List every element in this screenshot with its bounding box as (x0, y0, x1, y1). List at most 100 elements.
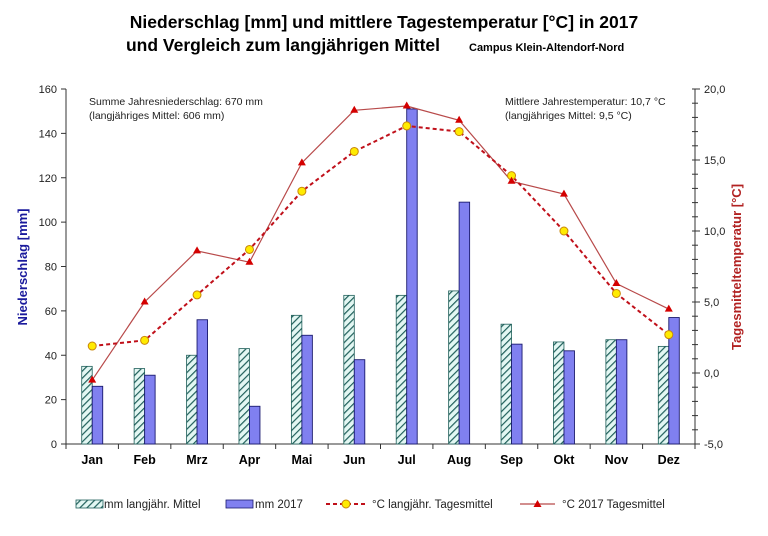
bar-mm-2017 (196, 319, 208, 445)
x-tick-label: Jul (398, 453, 416, 467)
bar-mm-langjaehr (186, 354, 198, 445)
y-tick-label-left: 40 (45, 350, 57, 362)
marker-temp-2017 (297, 158, 306, 166)
x-tick-label: Feb (134, 453, 157, 467)
y-axis-label-right: Tagesmitteltemperatur [°C] (729, 184, 744, 350)
legend: mm langjähr. Mittel mm 2017 °C langjähr.… (75, 499, 665, 511)
legend-label: mm 2017 (255, 499, 303, 511)
legend-item-temp-langjaehr: °C langjähr. Tagesmittel (326, 499, 493, 511)
marker-temp-2017 (350, 105, 359, 113)
x-tick-label: Jan (81, 453, 103, 467)
x-tick-label: Sep (500, 453, 523, 467)
marker-temp-2017 (455, 115, 464, 123)
y-ticks-right: -5,0 0,0 5,0 10,0 15,0 20,0 (692, 84, 725, 451)
chart-subtitle: Campus Klein-Altendorf-Nord (469, 42, 624, 54)
y-tick-label-right: 15,0 (704, 155, 725, 167)
markers (87, 101, 674, 383)
legend-swatch-hatched (75, 499, 104, 509)
marker-temp-langjaehr (611, 288, 621, 298)
y-tick-label-left: 140 (39, 128, 57, 140)
bar-mm-langjaehr (290, 314, 303, 445)
bar-mm-langjaehr (657, 345, 670, 445)
marker-temp-langjaehr (349, 146, 359, 156)
legend-label: °C langjähr. Tagesmittel (372, 499, 493, 511)
marker-temp-2017 (140, 297, 149, 305)
marker-temp-2017 (245, 257, 254, 265)
x-tick-label: Okt (554, 453, 576, 467)
marker-temp-2017 (88, 375, 97, 383)
line-temp-2017 (91, 105, 670, 381)
x-tick-label: Jun (343, 453, 365, 467)
legend-swatch-blue (225, 499, 254, 509)
bar-mm-langjaehr (81, 365, 93, 445)
bar-mm-langjaehr (605, 339, 617, 445)
y-tick-label-left: 20 (45, 395, 57, 407)
legend-circle-marker-icon (341, 499, 351, 509)
bars (81, 108, 680, 445)
lines (91, 105, 670, 381)
y-tick-label-right: -5,0 (704, 439, 723, 451)
marker-temp-langjaehr (244, 244, 254, 254)
y-tick-label-left: 100 (39, 217, 57, 229)
y-tick-label-right: 10,0 (704, 226, 725, 238)
bar-mm-2017 (301, 334, 313, 445)
bar-mm-2017 (615, 339, 628, 445)
annotation-precip-total: Summe Jahresniederschlag: 670 mm (89, 96, 263, 108)
marker-temp-langjaehr (664, 330, 674, 340)
bar-mm-2017 (91, 385, 104, 445)
bar-mm-langjaehr (500, 323, 512, 445)
x-tick-label: Dez (658, 453, 680, 467)
legend-item-mm-langjaehr: mm langjähr. Mittel (75, 499, 201, 511)
bar-mm-langjaehr (395, 294, 408, 445)
marker-temp-2017 (559, 189, 568, 197)
marker-temp-2017 (664, 304, 673, 312)
bar-mm-2017 (406, 108, 418, 445)
bar-mm-2017 (458, 201, 471, 445)
x-tick-label: Apr (239, 453, 261, 467)
legend-item-temp-2017: °C 2017 Tagesmittel (520, 499, 665, 511)
bar-mm-2017 (144, 374, 156, 445)
x-tick-label: Mai (291, 453, 312, 467)
bar-mm-2017 (563, 350, 575, 445)
y-tick-label-left: 120 (39, 173, 57, 185)
marker-temp-langjaehr (192, 290, 202, 300)
y-tick-label-left: 0 (51, 439, 57, 451)
marker-temp-langjaehr (140, 335, 150, 345)
annotation-precip-mean: (langjähriges Mittel: 606 mm) (89, 110, 224, 122)
x-ticks: Jan Feb Mrz Apr Mai Jun Jul Aug Sep Okt Nov Dez (65, 444, 696, 467)
bar-mm-2017 (511, 343, 523, 445)
bar-mm-langjaehr (343, 294, 355, 445)
x-tick-label: Nov (605, 453, 629, 467)
annotation-temp-total: Mittlere Jahrestemperatur: 10,7 °C (505, 96, 666, 108)
annotation-temp-mean: (langjähriges Mittel: 9,5 °C) (505, 110, 632, 122)
marker-temp-2017 (612, 279, 621, 287)
bar-mm-2017 (353, 359, 366, 445)
y-tick-label-left: 160 (39, 84, 57, 96)
y-axis-label-left: Niederschlag [mm] (15, 208, 30, 325)
y-tick-label-right: 20,0 (704, 84, 725, 96)
marker-temp-2017 (507, 176, 516, 184)
marker-temp-langjaehr (559, 226, 569, 236)
y-tick-label-right: 5,0 (704, 297, 719, 309)
marker-temp-langjaehr (454, 127, 464, 137)
bar-mm-langjaehr (448, 290, 460, 445)
bar-mm-2017 (668, 317, 680, 445)
bar-mm-langjaehr (553, 341, 565, 445)
x-tick-label: Mrz (186, 453, 208, 467)
marker-temp-langjaehr (402, 121, 412, 131)
legend-label: mm langjähr. Mittel (104, 499, 201, 511)
line-temp-langjaehr (92, 124, 670, 348)
bar-mm-2017 (249, 405, 261, 445)
legend-item-mm-2017: mm 2017 (225, 499, 303, 511)
bar-mm-langjaehr (238, 348, 250, 445)
marker-temp-langjaehr (297, 186, 307, 196)
marker-temp-2017 (402, 101, 411, 109)
y-tick-label-right: 0,0 (704, 368, 719, 380)
y-tick-label-left: 60 (45, 306, 57, 318)
marker-temp-langjaehr (87, 341, 97, 351)
legend-label: °C 2017 Tagesmittel (562, 499, 665, 511)
chart-title-line2: und Vergleich zum langjährigen Mittel (126, 35, 440, 55)
chart-title: Niederschlag [mm] und mittlere Tagestemp… (130, 12, 638, 32)
y-ticks-left: 0 20 40 60 80 100 120 140 160 (39, 84, 66, 451)
